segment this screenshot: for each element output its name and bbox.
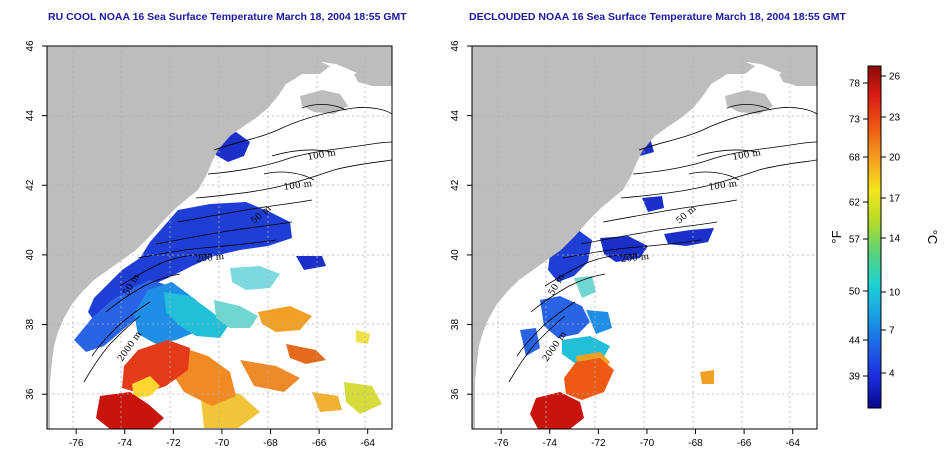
right-panel-title: DECLOUDED NOAA 16 Sea Surface Temperatur… bbox=[469, 11, 847, 23]
contour-label: 200 m bbox=[195, 252, 225, 265]
y-tick-label: 44 bbox=[25, 110, 36, 122]
left-axis-ticks: -76 -74 -72 -70 -68 -66 -64 36 38 40 42 44 46 bbox=[25, 40, 375, 449]
x-tick-label: -72 bbox=[591, 438, 606, 449]
fahrenheit-tick-label: 78 bbox=[849, 79, 861, 90]
y-tick-label: 40 bbox=[25, 249, 36, 261]
y-tick-label: 38 bbox=[450, 319, 461, 331]
grid-left bbox=[47, 46, 392, 429]
celsius-tick-label: 20 bbox=[889, 153, 901, 164]
left-panel-title: RU COOL NOAA 16 Sea Surface Temperature … bbox=[48, 11, 407, 23]
x-tick-label: -64 bbox=[785, 438, 800, 449]
colorbar-frame bbox=[867, 65, 882, 409]
right-axis-ticks: -76 -74 -72 -70 -68 -66 -64 36 38 40 42 44 46 bbox=[450, 40, 800, 449]
y-tick-label: 42 bbox=[25, 179, 36, 191]
x-tick-label: -68 bbox=[688, 438, 703, 449]
land-left bbox=[47, 46, 392, 429]
fahrenheit-tick-label: 50 bbox=[849, 287, 861, 298]
y-tick-label: 44 bbox=[450, 110, 461, 122]
colorbar-gradient bbox=[868, 66, 881, 408]
colorbar: 39 44 50 57 62 68 73 78 4 7 10 14 17 20 23 26 °F °C bbox=[829, 65, 940, 409]
celsius-tick-label: 23 bbox=[889, 113, 901, 124]
y-tick-label: 36 bbox=[450, 388, 461, 400]
x-tick-label: -70 bbox=[215, 438, 230, 449]
fahrenheit-tick-label: 68 bbox=[849, 153, 861, 164]
x-tick-label: -66 bbox=[737, 438, 752, 449]
y-tick-label: 36 bbox=[25, 388, 36, 400]
celsius-tick-label: 10 bbox=[889, 288, 901, 299]
y-tick-label: 42 bbox=[450, 179, 461, 191]
x-tick-label: -66 bbox=[312, 438, 327, 449]
land-right bbox=[472, 46, 817, 429]
right-map-panel: 100 m 100 m 50 m 200 m 50 m 2000 m -76 -7… bbox=[450, 40, 818, 449]
bathymetry-contours-left bbox=[83, 104, 392, 383]
fahrenheit-tick-label: 39 bbox=[849, 372, 861, 383]
colorbar-ticks: 39 44 50 57 62 68 73 78 4 7 10 14 17 20 23 26 bbox=[849, 72, 901, 383]
x-tick-label: -76 bbox=[494, 438, 509, 449]
celsius-unit-label: °C bbox=[925, 230, 940, 245]
celsius-tick-label: 26 bbox=[889, 72, 901, 83]
contour-label: 100 m bbox=[283, 179, 313, 193]
celsius-tick-label: 17 bbox=[889, 194, 901, 205]
fahrenheit-tick-label: 62 bbox=[849, 198, 861, 209]
x-tick-label: -72 bbox=[166, 438, 181, 449]
x-tick-label: -74 bbox=[118, 438, 133, 449]
celsius-tick-label: 7 bbox=[889, 326, 895, 337]
y-tick-label: 46 bbox=[450, 40, 461, 52]
grid-right bbox=[472, 46, 817, 429]
left-plot-frame bbox=[46, 45, 393, 430]
y-tick-label: 40 bbox=[450, 249, 461, 261]
left-map-panel: 100 m 100 m 50 m 200 m 50 m 2000 m -76 -7… bbox=[25, 40, 393, 449]
x-tick-label: -74 bbox=[543, 438, 558, 449]
contour-label: 200 m bbox=[620, 252, 650, 265]
contour-label: 100 m bbox=[307, 148, 337, 163]
fahrenheit-tick-label: 57 bbox=[849, 235, 861, 246]
fahrenheit-tick-label: 44 bbox=[849, 336, 861, 347]
x-tick-label: -64 bbox=[360, 438, 375, 449]
y-tick-label: 38 bbox=[25, 319, 36, 331]
bathymetry-contours-right bbox=[508, 104, 817, 383]
contour-label: 100 m bbox=[708, 179, 738, 193]
x-tick-label: -68 bbox=[263, 438, 278, 449]
fahrenheit-tick-label: 73 bbox=[849, 115, 861, 126]
celsius-tick-label: 4 bbox=[889, 369, 895, 380]
y-tick-label: 46 bbox=[25, 40, 36, 52]
right-plot-frame bbox=[471, 45, 818, 430]
fahrenheit-unit-label: °F bbox=[829, 230, 844, 243]
celsius-tick-label: 14 bbox=[889, 234, 901, 245]
contour-label: 100 m bbox=[732, 148, 762, 163]
x-tick-label: -76 bbox=[69, 438, 84, 449]
x-tick-label: -70 bbox=[640, 438, 655, 449]
